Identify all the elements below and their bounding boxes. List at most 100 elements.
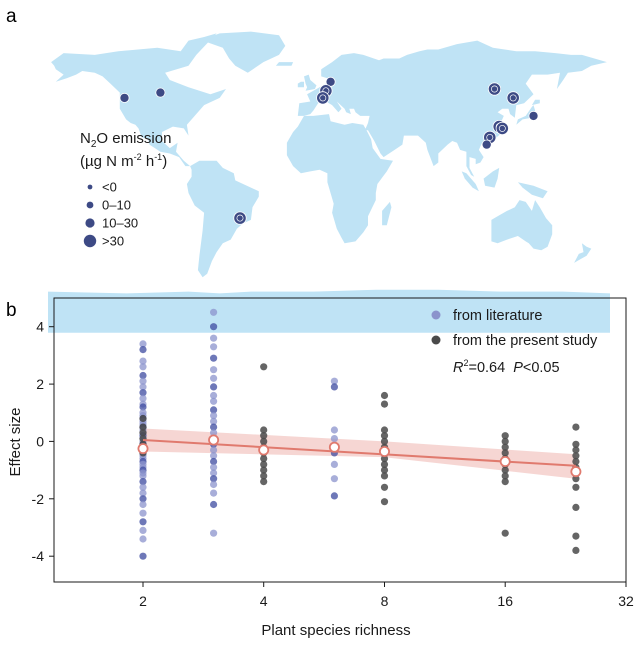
map-legend-label-1: <0 — [102, 180, 117, 195]
mean-marker-1 — [138, 444, 147, 453]
mean-marker-6 — [501, 457, 510, 466]
point-literature-x2-3 — [139, 363, 146, 370]
land-ireland — [298, 82, 304, 87]
point-literature-x3-4 — [210, 355, 217, 362]
x-tick-label-16: 16 — [497, 593, 513, 609]
point-present-x2-0 — [139, 415, 146, 422]
land-south-america — [187, 161, 259, 278]
point-present-x24-0 — [572, 424, 579, 431]
x-tick-label-4: 4 — [260, 593, 268, 609]
x-axis: 2 4 8 16 32 — [139, 582, 634, 609]
land-iceland — [276, 62, 293, 66]
point-present-x4-0 — [260, 363, 267, 370]
point-literature-x6-7 — [331, 492, 338, 499]
point-present-x8-12 — [381, 498, 388, 505]
panel-a-letter: a — [6, 6, 17, 27]
site-marker-north-america-central — [156, 88, 165, 97]
land-uk — [304, 75, 317, 91]
point-literature-x3-0 — [210, 309, 217, 316]
point-literature-x3-2 — [210, 335, 217, 342]
point-literature-x6-6 — [331, 475, 338, 482]
point-literature-x2-40 — [139, 518, 146, 525]
point-literature-x3-7 — [210, 383, 217, 390]
world-map — [48, 32, 610, 333]
x-tick-label-8: 8 — [381, 593, 389, 609]
land-new-zealand — [574, 243, 591, 263]
mean-marker-5 — [380, 447, 389, 456]
point-literature-x3-25 — [210, 501, 217, 508]
land-australia — [491, 200, 552, 250]
y-tick-label--4: -4 — [32, 548, 45, 564]
land-sumatra — [462, 171, 479, 191]
site-marker-europe-central-2 — [317, 92, 329, 104]
y-tick-label-0: 0 — [36, 433, 44, 449]
site-marker-northeast-asia — [507, 92, 519, 104]
point-literature-x3-24 — [210, 490, 217, 497]
site-marker-north-america-west — [120, 93, 129, 102]
point-literature-x2-39 — [139, 510, 146, 517]
panel-b-letter: b — [6, 300, 17, 321]
point-literature-x6-2 — [331, 426, 338, 433]
site-marker-china-south-2 — [482, 140, 491, 149]
point-present-x24-8 — [572, 484, 579, 491]
point-literature-x3-1 — [210, 323, 217, 330]
point-literature-x2-43 — [139, 553, 146, 560]
point-literature-x2-1 — [139, 346, 146, 353]
point-literature-x2-41 — [139, 527, 146, 534]
land-new-guinea — [518, 182, 548, 198]
x-tick-label-2: 2 — [139, 593, 147, 609]
map-legend-marker-2 — [87, 202, 94, 209]
point-literature-x3-26 — [210, 530, 217, 537]
legend-label-literature: from literature — [453, 308, 542, 324]
point-present-x24-9 — [572, 504, 579, 511]
point-present-x8-11 — [381, 484, 388, 491]
point-present-x4-10 — [260, 478, 267, 485]
mean-marker-4 — [330, 443, 339, 452]
point-literature-x2-38 — [139, 501, 146, 508]
y-tick-label-2: 2 — [36, 376, 44, 392]
point-literature-x3-3 — [210, 343, 217, 350]
site-marker-japan — [529, 111, 538, 120]
point-literature-x3-9 — [210, 398, 217, 405]
stats-annotation: R2=0.64 P<0.05 — [453, 358, 560, 376]
x-tick-label-32: 32 — [618, 593, 634, 609]
y-axis-title: Effect size — [7, 408, 24, 477]
x-axis-title: Plant species richness — [261, 622, 410, 639]
land-borneo — [484, 168, 500, 188]
figure: a N2O emission (µg N m-2 h-1) <00–1010–3… — [0, 0, 640, 651]
y-tick-label-4: 4 — [36, 319, 44, 335]
point-present-x24-10 — [572, 533, 579, 540]
map-legend-label-2: 0–10 — [102, 198, 131, 213]
point-present-x8-10 — [381, 472, 388, 479]
point-literature-x2-42 — [139, 535, 146, 542]
point-present-x24-11 — [572, 547, 579, 554]
mean-marker-7 — [571, 467, 580, 476]
map-legend-items: <0 0–10 10–30 >30 — [84, 180, 138, 249]
map-legend-unit: (µg N m-2 h-1) — [80, 152, 167, 170]
site-marker-china-east-2 — [496, 122, 508, 134]
map-legend-marker-1 — [88, 185, 93, 190]
point-present-x16-9 — [502, 530, 509, 537]
point-literature-x3-6 — [210, 375, 217, 382]
land-hokkaido — [532, 100, 540, 105]
point-literature-x3-23 — [210, 481, 217, 488]
mean-marker-3 — [259, 445, 268, 454]
map-legend-label-3: 10–30 — [102, 216, 138, 231]
legend-marker-present — [432, 336, 441, 345]
legend-label-present: from the present study — [453, 333, 598, 349]
point-literature-x6-1 — [331, 383, 338, 390]
map-legend-marker-3 — [85, 218, 94, 227]
point-present-x8-0 — [381, 392, 388, 399]
mean-marker-2 — [209, 435, 218, 444]
point-present-x16-8 — [502, 478, 509, 485]
land-madagascar — [382, 202, 391, 225]
point-present-x8-1 — [381, 401, 388, 408]
point-literature-x6-5 — [331, 461, 338, 468]
map-legend-marker-4 — [84, 235, 96, 247]
site-marker-china-north — [488, 83, 500, 95]
point-literature-x3-5 — [210, 366, 217, 373]
map-legend-label-4: >30 — [102, 234, 124, 249]
legend-marker-literature — [432, 311, 441, 320]
y-axis: 4 2 0 -2 -4 — [32, 319, 54, 565]
land-greenland — [199, 32, 285, 73]
